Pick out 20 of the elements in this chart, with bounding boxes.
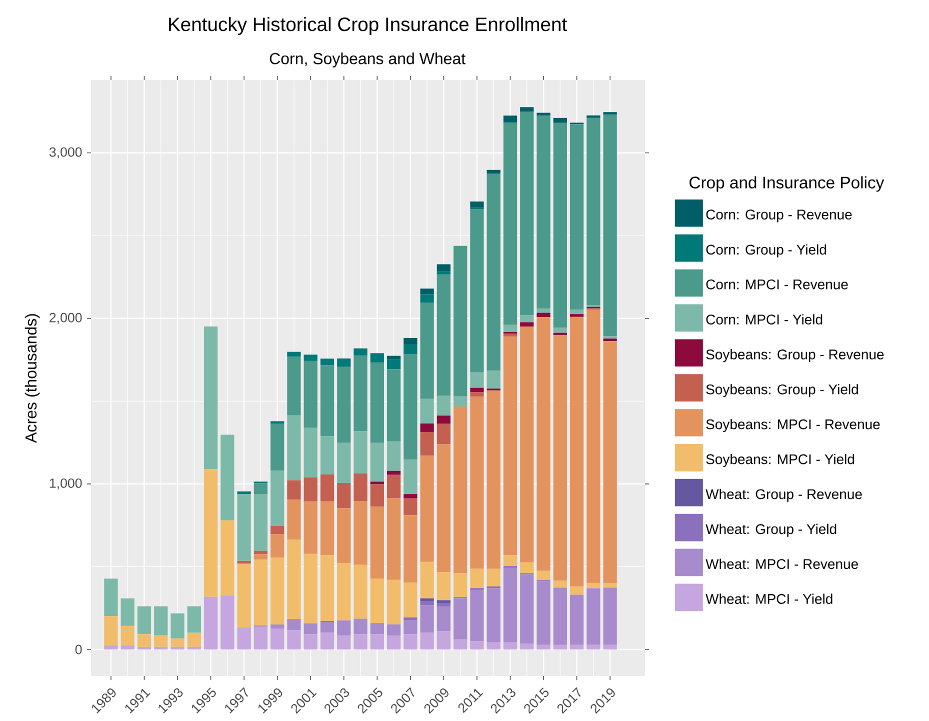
chart-title: Kentucky Historical Crop Insurance Enrollment xyxy=(169,17,567,36)
y-tick-label: 2,000 xyxy=(50,313,82,324)
legend-label: Wheat: MPCI - Yield xyxy=(706,594,832,604)
legend-label: Corn: Group - Yield xyxy=(706,244,826,258)
legend-title: Crop and Insurance Policy xyxy=(690,176,884,192)
legend-label: Soybeans: Group - Revenue xyxy=(706,349,884,362)
y-tick-label: 1,000 xyxy=(50,478,82,490)
legend-label: Wheat: Group - Revenue xyxy=(706,489,862,502)
chart-subtitle: Corn, Soybeans and Wheat xyxy=(270,52,466,68)
legend-label: Soybeans: MPCI - Revenue xyxy=(706,419,880,432)
legend-label: Corn: Group - Revenue xyxy=(706,210,852,222)
y-axis-title: Acres (thousands) xyxy=(24,314,40,444)
legend-label: Wheat: MPCI - Revenue xyxy=(706,558,858,570)
legend-label: Soybeans: MPCI - Yield xyxy=(706,454,854,468)
y-tick-label: 3,000 xyxy=(49,148,82,159)
y-tick-label: 0 xyxy=(75,644,82,654)
legend-label: Corn: MPCI - Yield xyxy=(706,314,822,325)
legend-label: Corn: MPCI - Revenue xyxy=(706,280,848,290)
legend-label: Wheat: Group - Yield xyxy=(706,524,836,538)
legend-label: Soybeans: Group - Yield xyxy=(706,384,858,398)
